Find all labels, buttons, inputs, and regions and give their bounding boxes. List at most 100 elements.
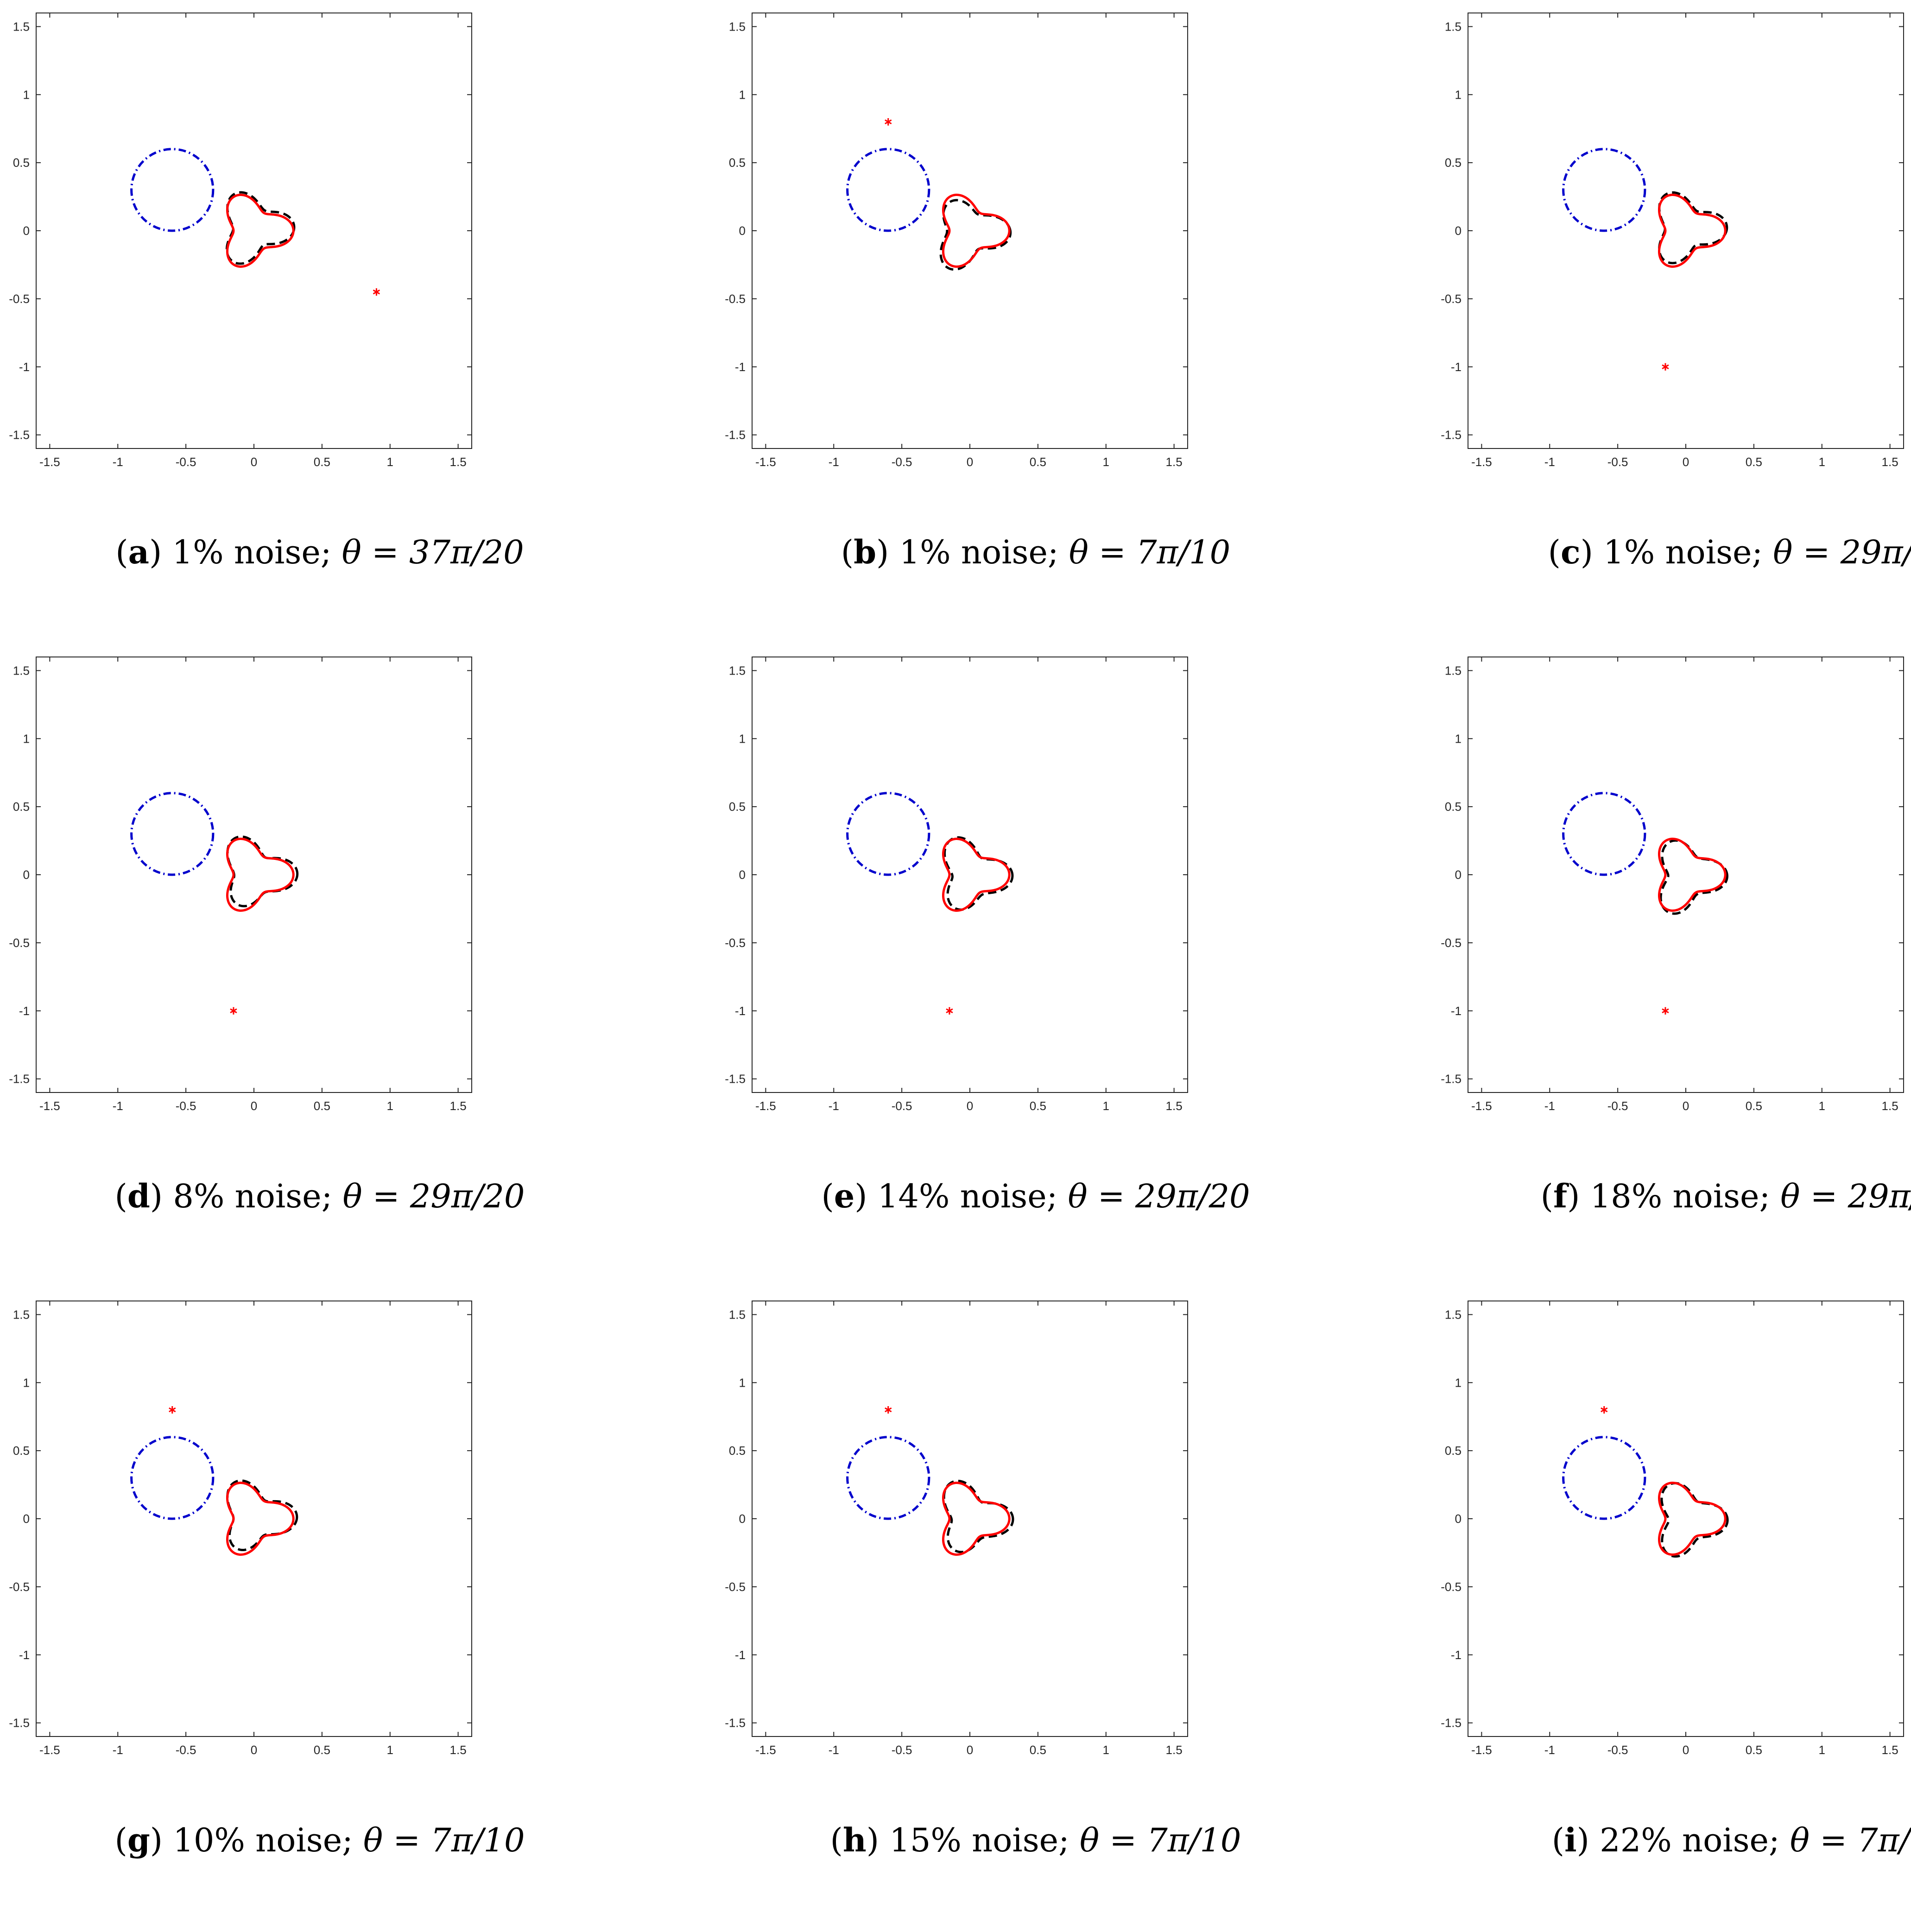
x-tick-label: 0.5	[1030, 455, 1046, 469]
plot-frame	[36, 13, 472, 449]
caption-letter: d	[127, 1177, 150, 1215]
obstacle-circle	[130, 792, 215, 876]
x-tick-label: 0	[967, 1099, 973, 1113]
x-tick-label: 1	[1103, 1743, 1109, 1757]
caption-letter: e	[834, 1177, 855, 1215]
plot-g: -1.5 -1 -0.5 0 0.5 1 1.5 -1.5 -1 -0.5 0 0.5 1 1.5	[9, 1301, 472, 1757]
source-marker	[1601, 1406, 1608, 1414]
x-tick-label: 1.5	[1166, 1099, 1183, 1113]
y-tick-label: -0.5	[9, 1580, 30, 1594]
y-tick-label: 0	[1455, 224, 1462, 238]
plot-frame	[752, 13, 1188, 449]
x-tick-label: 0.5	[1746, 455, 1762, 469]
caption-a: (a) 1% noise; θ = 37π/20	[115, 533, 524, 571]
plot-a: -1.5 -1 -0.5 0 0.5 1 1.5 -1.5 -1 -0.5 0 0.5 1 1.5	[9, 13, 472, 469]
y-tick-label: -1.5	[725, 1072, 746, 1086]
source-marker	[946, 1007, 953, 1015]
x-tick-label: 0.5	[314, 1743, 330, 1757]
caption-noise: 1% noise	[172, 533, 321, 571]
y-tick-label: -0.5	[1441, 1580, 1462, 1594]
y-tick-label: 1.5	[13, 663, 30, 677]
y-tick-label: 1	[739, 1376, 746, 1389]
caption-noise: 1% noise	[1603, 533, 1752, 571]
caption-f: (f) 18% noise; θ = 29π/20	[1432, 1177, 1911, 1215]
y-tick-label: -1.5	[1441, 1716, 1462, 1730]
y-tick-label: 1	[23, 88, 30, 101]
caption-theta: θ = 7π/10	[1790, 1821, 1911, 1859]
caption-letter: i	[1564, 1821, 1577, 1859]
y-tick-label: 0.5	[13, 156, 30, 170]
y-tick-label: 0	[739, 868, 746, 882]
y-tick-label: -0.5	[1441, 292, 1462, 306]
x-tick-label: -1	[1544, 1743, 1555, 1757]
y-tick-label: -1	[1451, 1004, 1462, 1018]
y-tick-label: 0	[739, 224, 746, 238]
x-tick-label: -0.5	[176, 1743, 196, 1757]
y-tick-label: -1	[19, 1648, 30, 1662]
x-tick-label: -0.5	[1607, 1099, 1628, 1113]
y-tick-label: 1	[23, 732, 30, 745]
caption-noise: 8% noise	[173, 1177, 322, 1215]
plot-frame	[1468, 1301, 1904, 1737]
caption-noise: 22% noise	[1600, 1821, 1769, 1859]
x-tick-label: 0.5	[314, 455, 330, 469]
x-tick-label: -0.5	[1607, 1743, 1628, 1757]
true-boundary	[226, 194, 295, 268]
plot-d: -1.5 -1 -0.5 0 0.5 1 1.5 -1.5 -1 -0.5 0 0.5 1 1.5	[9, 657, 472, 1113]
x-tick-label: 1	[387, 455, 393, 469]
y-tick-label: 0.5	[1445, 800, 1462, 814]
caption-theta: θ = 29π/20	[342, 1177, 525, 1215]
y-tick-label: 0.5	[729, 800, 746, 814]
source-marker	[230, 1007, 237, 1015]
y-tick-label: 1	[1455, 88, 1462, 101]
y-tick-label: -0.5	[725, 1580, 746, 1594]
source-marker	[885, 118, 892, 126]
obstacle-circle	[1562, 148, 1646, 232]
x-tick-label: -1	[1544, 1099, 1555, 1113]
y-tick-label: -1.5	[1441, 428, 1462, 442]
plot-h: -1.5 -1 -0.5 0 0.5 1 1.5 -1.5 -1 -0.5 0 0.5 1 1.5	[725, 1301, 1188, 1757]
x-tick-label: -1.5	[755, 1743, 776, 1757]
plot-b: -1.5 -1 -0.5 0 0.5 1 1.5 -1.5 -1 -0.5 0 0.5 1 1.5	[725, 13, 1188, 469]
caption-b: (b) 1% noise; θ = 7π/10	[841, 533, 1231, 571]
x-tick-label: 1	[1819, 455, 1825, 469]
x-tick-label: -1	[113, 1099, 123, 1113]
x-tick-label: -1	[829, 1099, 839, 1113]
x-tick-label: 0	[1683, 455, 1689, 469]
obstacle-circle	[846, 148, 930, 232]
x-tick-label: -1.5	[1471, 1743, 1492, 1757]
x-tick-label: 1.5	[450, 1743, 467, 1757]
x-tick-label: -1.5	[39, 455, 60, 469]
y-tick-label: 1	[1455, 1376, 1462, 1389]
y-tick-label: -0.5	[1441, 936, 1462, 950]
x-tick-label: 1.5	[1882, 1099, 1898, 1113]
x-tick-label: -1	[113, 455, 123, 469]
y-tick-label: -1	[19, 1004, 30, 1018]
x-tick-label: -1.5	[755, 455, 776, 469]
y-tick-label: 0	[23, 1512, 30, 1526]
x-tick-label: 0	[251, 455, 257, 469]
x-tick-label: -1	[829, 1743, 839, 1757]
source-marker	[1662, 363, 1669, 371]
x-tick-label: 0	[967, 1743, 973, 1757]
figure: -1.5 -1 -0.5 0 0.5 1 1.5 -1.5 -1 -0.5 0 0.5 1 1.5 (a) …	[9, 13, 1911, 1859]
plot-i: -1.5 -1 -0.5 0 0.5 1 1.5 -1.5 -1 -0.5 0 0.5 1 1.5	[1441, 1301, 1904, 1757]
y-tick-label: -1.5	[9, 1716, 30, 1730]
x-tick-label: -0.5	[176, 455, 196, 469]
y-tick-label: -0.5	[725, 936, 746, 950]
caption-theta: θ = 7π/10	[1079, 1821, 1241, 1859]
x-tick-label: -1.5	[755, 1099, 776, 1113]
y-tick-label: 0.5	[1445, 1444, 1462, 1458]
x-tick-label: 1	[1103, 455, 1109, 469]
y-tick-label: 1.5	[729, 1307, 746, 1321]
y-tick-label: 1.5	[729, 19, 746, 33]
x-tick-label: -0.5	[1607, 455, 1628, 469]
x-tick-label: 1	[1819, 1099, 1825, 1113]
true-boundary	[1658, 838, 1727, 912]
plot-frame	[1468, 657, 1904, 1093]
y-tick-label: 1	[739, 88, 746, 101]
plot-f: -1.5 -1 -0.5 0 0.5 1 1.5 -1.5 -1 -0.5 0 0.5 1 1.5	[1441, 657, 1904, 1113]
x-tick-label: -1	[1544, 455, 1555, 469]
x-tick-label: 1.5	[1882, 1743, 1898, 1757]
caption-theta: θ = 29π/20	[1780, 1177, 1911, 1215]
